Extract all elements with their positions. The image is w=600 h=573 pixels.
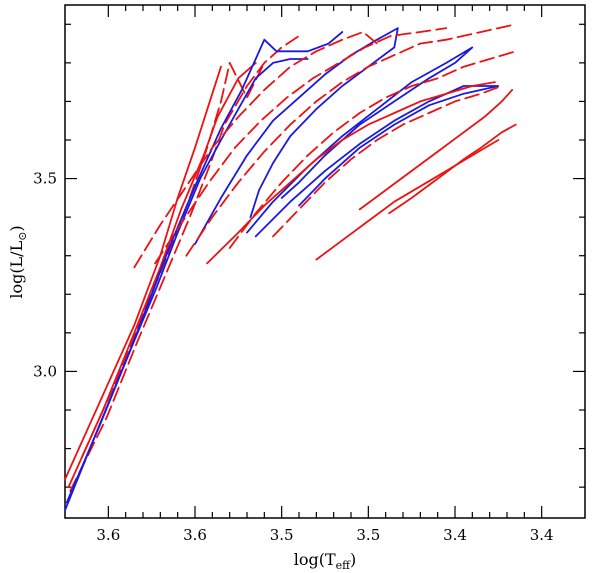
track-line-red (388, 123, 517, 215)
x-tick-label: 3.6 (96, 526, 120, 544)
track-line-red (315, 139, 500, 261)
track-line-red (133, 31, 378, 269)
x-tick-label: 3.5 (270, 526, 294, 544)
track-line-red (64, 65, 222, 481)
tick-labels: 3.6 3.6 3.5 3.5 3.4 3.4 3.0 3.5 (33, 170, 553, 544)
track-line-blue (254, 85, 500, 238)
track-line-blue (65, 58, 309, 504)
y-axis-title-main: log(L/L (7, 240, 26, 298)
track-line-blue (64, 31, 344, 512)
track-line-red (185, 23, 517, 257)
x-axis-title-sub: eff (336, 559, 352, 572)
plot-frame (64, 4, 586, 519)
x-tick-label: 3.6 (183, 526, 207, 544)
track-line-red (154, 27, 448, 265)
x-tick-label: 3.4 (443, 526, 467, 544)
y-tick-label: 3.0 (33, 362, 57, 380)
y-tick-label: 3.5 (33, 170, 57, 188)
track-line-red (69, 35, 300, 492)
x-axis-title: log(Teff) (294, 550, 356, 572)
x-tick-label: 3.4 (530, 526, 554, 544)
x-axis-title-close: ) (350, 550, 356, 569)
y-axis-title: log(L/L⊙) (7, 225, 29, 298)
y-axis-title-close: ) (7, 225, 26, 231)
track-line-red (81, 62, 266, 458)
track-line-red (228, 50, 517, 249)
x-axis-title-main: log(T (294, 550, 336, 569)
track-line-blue (194, 27, 399, 245)
series-layer (64, 23, 517, 512)
track-line-red (358, 89, 514, 211)
track-line-red (272, 85, 503, 238)
x-tick-label: 3.5 (356, 526, 380, 544)
track-line-red (206, 81, 496, 265)
track-line-red (67, 62, 257, 488)
ticks (65, 5, 585, 518)
y-axis-title-sub: ⊙ (16, 232, 29, 241)
